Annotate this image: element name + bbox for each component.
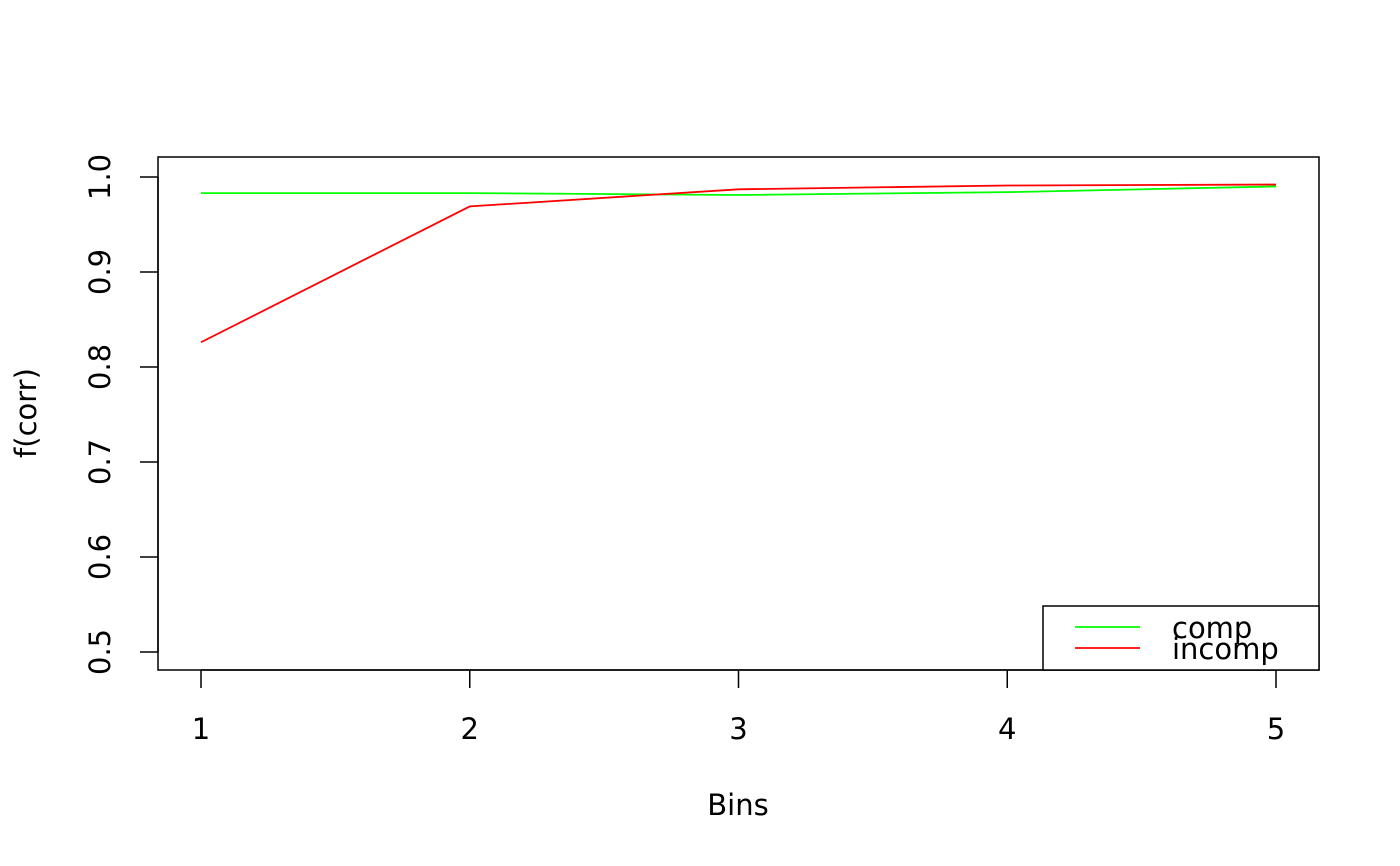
y-tick-label: 0.5 — [83, 629, 117, 675]
x-axis: 1 2 3 4 5 — [192, 669, 1285, 746]
x-tick-label: 4 — [998, 712, 1016, 746]
legend-label-comp: comp — [1172, 611, 1252, 645]
x-tick-label: 3 — [729, 712, 747, 746]
y-tick-label: 0.6 — [83, 534, 117, 580]
y-tick-label: 0.7 — [83, 439, 117, 485]
y-tick-label: 0.9 — [83, 249, 117, 295]
series-line-incomp — [200, 183, 1277, 344]
x-tick-label: 2 — [461, 712, 479, 746]
x-tick-label: 1 — [192, 712, 210, 746]
legend-box — [1042, 605, 1320, 671]
x-tick-label: 5 — [1267, 712, 1285, 746]
legend-label-incomp: incomp — [1172, 632, 1279, 666]
y-tick-label: 0.8 — [83, 344, 117, 390]
series-line-comp — [201, 185, 1277, 196]
y-axis: 0.5 0.6 0.7 0.8 0.9 1.0 — [83, 154, 159, 675]
x-axis-title: Bins — [707, 788, 768, 822]
legend: comp incomp — [1042, 605, 1320, 671]
plot-box — [157, 156, 1320, 671]
y-axis-title: f(corr) — [9, 368, 43, 458]
y-tick-label: 1.0 — [83, 154, 117, 200]
series-layer — [200, 183, 1277, 344]
